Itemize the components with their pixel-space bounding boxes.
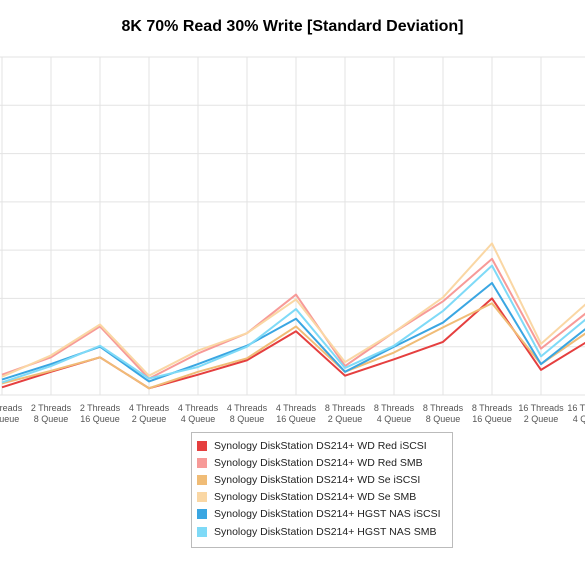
x-tick-label: 4 Threads 16 Queue	[276, 403, 317, 424]
legend-item: Synology DiskStation DS214+ WD Red iSCSI	[197, 437, 447, 454]
x-tick-label: 8 Threads 4 Queue	[374, 403, 415, 424]
x-tick-label: 8 Threads 8 Queue	[423, 403, 464, 424]
x-tick-label: 16 Threads 2 Queue	[518, 403, 564, 424]
legend-item: Synology DiskStation DS214+ HGST NAS iSC…	[197, 506, 447, 523]
legend-swatch	[197, 509, 207, 520]
series-line-1	[1, 257, 585, 380]
legend-swatch	[197, 440, 207, 451]
legend-swatch	[197, 474, 207, 485]
legend-item: Synology DiskStation DS214+ WD Se SMB	[197, 489, 447, 506]
legend-label: Synology DiskStation DS214+ WD Se SMB	[214, 491, 417, 504]
legend-item: Synology DiskStation DS214+ WD Se iSCSI	[197, 471, 447, 488]
legend-label: Synology DiskStation DS214+ WD Se iSCSI	[214, 473, 421, 486]
legend-swatch	[197, 492, 207, 503]
x-tick-label: 2 Threads 8 Queue	[31, 403, 72, 424]
series-line-5	[1, 264, 585, 384]
grid-lines	[0, 56, 585, 396]
series-lines	[1, 242, 585, 390]
legend-swatch	[197, 457, 207, 468]
legend-item: Synology DiskStation DS214+ WD Red SMB	[197, 454, 447, 471]
legend-swatch	[197, 526, 207, 537]
series-line-3	[1, 242, 585, 378]
x-tick-label: 4 Threads 2 Queue	[129, 403, 170, 424]
legend-label: Synology DiskStation DS214+ HGST NAS SMB	[214, 525, 437, 538]
legend-label: Synology DiskStation DS214+ WD Red SMB	[214, 456, 423, 469]
x-tick-label: 2 Threads 16 Queue	[80, 403, 121, 424]
series-line-2	[1, 302, 585, 390]
x-tick-label: 8 Threads 16 Queue	[472, 403, 513, 424]
legend-item: Synology DiskStation DS214+ HGST NAS SMB	[197, 523, 447, 540]
legend-label: Synology DiskStation DS214+ WD Red iSCSI	[214, 439, 427, 452]
legend-label: Synology DiskStation DS214+ HGST NAS iSC…	[214, 508, 441, 521]
x-tick-label: 8 Threads 2 Queue	[325, 403, 366, 424]
x-tick-label: 4 Threads 8 Queue	[227, 403, 268, 424]
chart-title: 8K 70% Read 30% Write [Standard Deviatio…	[121, 18, 464, 35]
legend: Synology DiskStation DS214+ WD Red iSCSI…	[191, 432, 453, 548]
x-tick-label: 4 Threads 4 Queue	[178, 403, 219, 424]
